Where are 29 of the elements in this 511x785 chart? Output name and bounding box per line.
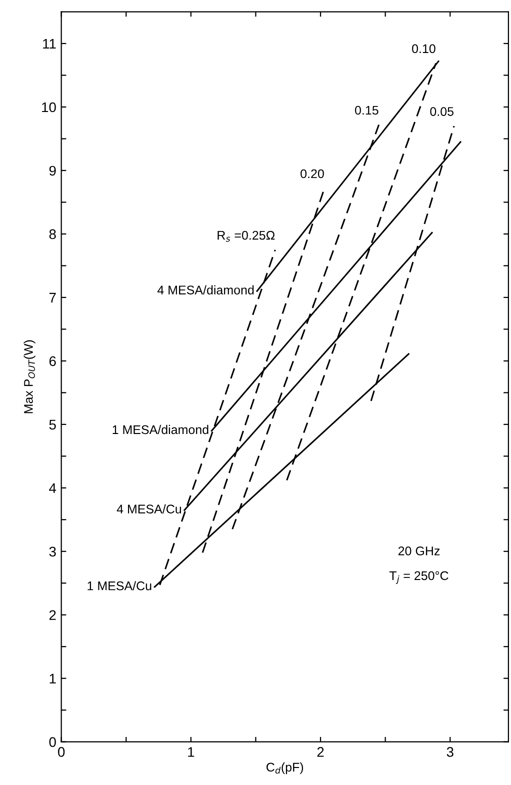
x-axis-title: C$_{d}$(pF) <box>266 762 304 774</box>
y-tick-label: 11 <box>43 38 56 49</box>
x-tick-label: 3 <box>446 747 454 757</box>
series-label: R$_{s}$ =0.25Ω <box>218 230 275 242</box>
y-tick-label: 5 <box>49 420 56 430</box>
y-tick-label: 3 <box>49 546 56 557</box>
series-label: 4 MESA/diamond <box>157 285 254 294</box>
series-label: 0.20 <box>300 169 324 178</box>
annotation: 20 GHz <box>398 546 440 556</box>
x-tick-label: 1 <box>188 747 194 757</box>
series-label: 0.05 <box>430 107 454 116</box>
y-tick-label: 2 <box>49 610 56 620</box>
y-tick-label: 10 <box>42 102 56 112</box>
y-axis-title: Max P$_{OUT}$(W) <box>24 340 36 414</box>
y-tick-label: 7 <box>49 292 56 302</box>
y-tick-label: 1 <box>50 674 56 684</box>
x-tick-label: 0 <box>58 747 65 757</box>
series-label: 0.15 <box>355 106 378 115</box>
y-tick-label: 0 <box>49 737 56 747</box>
y-tick-label: 6 <box>49 356 56 366</box>
series-label: 0.10 <box>412 44 436 54</box>
series-label: 4 MESA/Cu <box>116 504 182 514</box>
x-tick-label: 2 <box>317 747 324 757</box>
series-label: 1 MESA/diamond <box>112 424 208 434</box>
y-tick-label: 9 <box>49 166 56 176</box>
annotation: T$_{j}$ = 250°C <box>389 571 448 584</box>
series-label: 1 MESA/Cu <box>88 581 152 590</box>
y-tick-label: 8 <box>49 229 56 240</box>
y-tick-label: 4 <box>49 483 56 493</box>
